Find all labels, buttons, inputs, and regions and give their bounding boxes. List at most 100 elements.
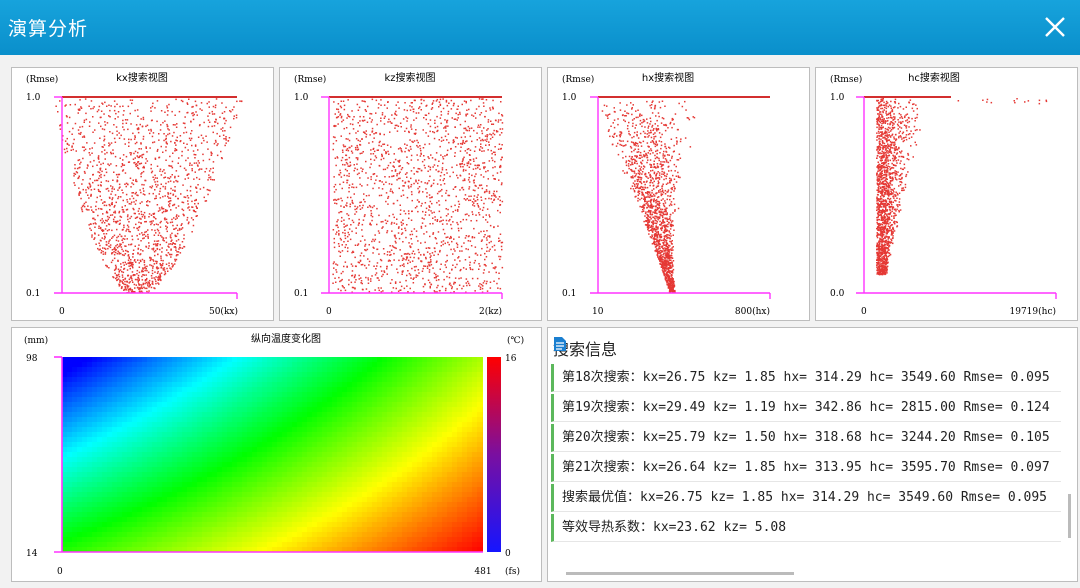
scatter-point	[670, 290, 673, 292]
scatter-point	[425, 207, 428, 210]
scatter-point	[129, 112, 131, 115]
scatter-point	[195, 199, 197, 201]
scatter-point	[203, 121, 205, 124]
scatter-point	[74, 167, 76, 170]
scatter-point	[132, 207, 134, 210]
scatter-point	[166, 254, 168, 257]
scatter-point	[121, 286, 123, 288]
scatter-point	[364, 243, 367, 246]
scatter-point	[157, 184, 159, 186]
scatter-point	[651, 169, 654, 172]
scatter-point	[370, 153, 372, 155]
scatter-point	[416, 199, 419, 201]
scatter-point	[378, 144, 380, 147]
scatter-point	[128, 282, 130, 284]
scatter-point	[482, 139, 484, 142]
scatter-point	[664, 244, 666, 246]
scatter-point	[343, 287, 345, 289]
scatter-point	[110, 152, 113, 155]
scatter-point	[415, 132, 417, 135]
scatter-point	[183, 214, 185, 216]
scatter-point	[112, 149, 114, 151]
scatter-point	[68, 116, 71, 119]
scatter-point	[120, 216, 123, 218]
scatter-point	[659, 238, 661, 241]
scatter-point	[133, 201, 135, 203]
scatter-point	[658, 243, 660, 246]
scatter-point	[165, 137, 167, 140]
scatter-point	[339, 169, 341, 172]
scatter-point	[118, 137, 121, 139]
scatter-point	[484, 264, 486, 266]
scatter-point	[114, 268, 117, 271]
scatter-point	[337, 288, 340, 290]
scatter-point	[392, 175, 395, 177]
scatter-point	[150, 275, 153, 277]
scatter-point	[663, 231, 665, 234]
scatter-point	[164, 138, 167, 141]
scatter-point	[210, 178, 212, 181]
scatter-point	[113, 257, 116, 260]
scatter-point	[445, 189, 448, 192]
scatter-point	[94, 237, 96, 239]
scatter-point	[420, 242, 422, 244]
scatter-point	[644, 136, 647, 138]
scatter-point	[124, 235, 126, 237]
scatter-point	[131, 279, 133, 282]
scatter-point	[162, 121, 164, 124]
scatter-point	[653, 136, 655, 138]
scatter-point	[160, 257, 162, 259]
scatter-point	[128, 141, 130, 144]
scatter-point	[667, 245, 669, 248]
scatter-point	[619, 131, 621, 133]
scatter-point	[413, 277, 415, 279]
scatter-point	[643, 220, 645, 223]
scatter-point	[446, 104, 449, 107]
scatter-point	[662, 117, 665, 120]
scatter-point	[100, 125, 102, 128]
scatter-point	[900, 155, 902, 158]
scatter-point	[378, 103, 380, 105]
scatter-point	[66, 122, 69, 124]
scatter-point	[473, 160, 475, 162]
scatter-point	[493, 226, 495, 229]
scatter-point	[103, 128, 106, 131]
scatter-point	[388, 259, 390, 261]
scatter-point	[653, 217, 656, 219]
scatter-point	[138, 128, 140, 130]
scatter-point	[142, 214, 145, 216]
scatter-point	[346, 174, 348, 177]
scatter-point	[166, 267, 168, 270]
scatter-point	[660, 194, 663, 197]
scatter-point	[373, 150, 376, 153]
scatter-point	[100, 163, 102, 166]
scatter-point	[651, 182, 654, 184]
scatter-point	[640, 181, 642, 183]
scatter-point	[89, 178, 91, 180]
scatter-point	[405, 256, 408, 258]
scatter-point	[445, 215, 448, 217]
scatter-point	[441, 169, 444, 171]
scatter-point	[401, 232, 404, 234]
scatter-point	[671, 264, 674, 266]
scatter-point	[179, 165, 182, 168]
scatter-point	[78, 132, 80, 135]
scatter-point	[97, 207, 100, 210]
scatter-point	[663, 273, 665, 276]
scatter-point	[652, 227, 654, 229]
close-icon[interactable]	[1040, 12, 1070, 42]
scatter-point	[352, 250, 354, 253]
scatter-point	[480, 283, 483, 286]
scatter-point	[140, 148, 142, 150]
scatter-point	[652, 133, 655, 135]
scatter-point	[686, 117, 689, 119]
scatter-point	[188, 221, 190, 223]
scatter-point	[121, 248, 123, 251]
scatter-point	[208, 158, 211, 161]
scatter-point	[668, 287, 671, 289]
scatter-point	[488, 141, 490, 143]
scatter-point	[71, 146, 73, 148]
scatter-point	[634, 159, 636, 161]
scatter-point	[336, 231, 338, 233]
scatter-point	[99, 244, 101, 247]
